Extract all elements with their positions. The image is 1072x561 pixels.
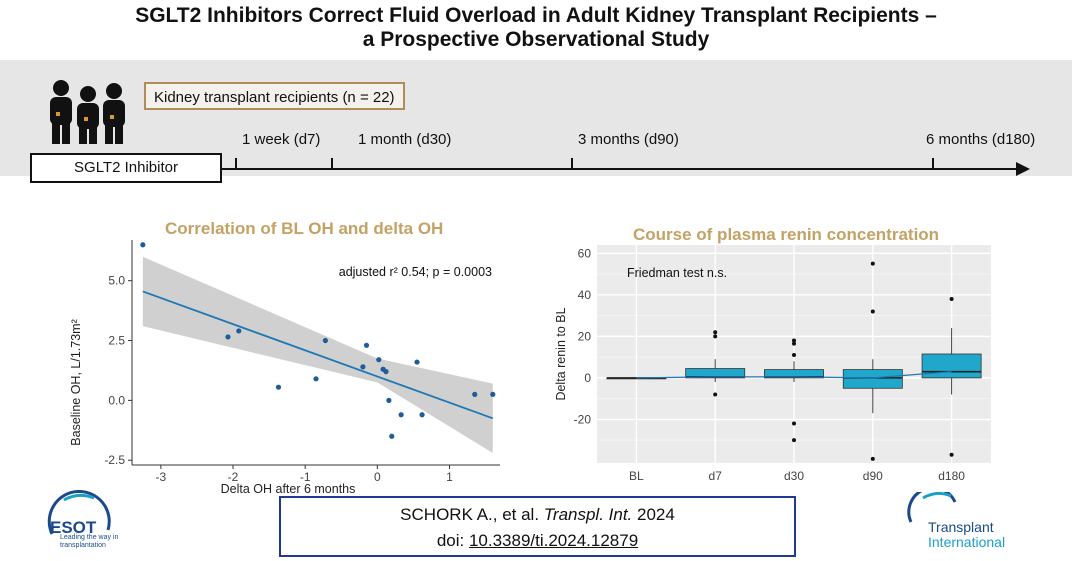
regression-line bbox=[142, 290, 494, 420]
x-tick-label: 1 bbox=[446, 470, 453, 484]
boxplot-chart-title: Course of plasma renin concentration bbox=[633, 225, 940, 244]
outlier bbox=[949, 452, 954, 457]
data-point bbox=[225, 334, 231, 340]
esot-logo-text: ESOT bbox=[50, 518, 97, 537]
outlier bbox=[792, 438, 796, 443]
data-point bbox=[383, 369, 389, 375]
y-tick-label: 40 bbox=[578, 288, 592, 302]
data-point bbox=[472, 391, 478, 397]
timeline-tick bbox=[331, 158, 333, 170]
y-tick-label: 2.5 bbox=[108, 334, 125, 348]
data-point bbox=[398, 412, 404, 418]
outlier bbox=[713, 330, 718, 335]
ti-line2: International bbox=[928, 534, 1006, 550]
page-title-line2: a Prospective Observational Study bbox=[362, 28, 710, 51]
cohort-label: Kidney transplant recipients (n = 22) bbox=[144, 82, 405, 110]
timeline-label-d30: 1 month (d30) bbox=[358, 131, 452, 148]
citation-box: SCHORK A., et al. Transpl. Int. 2024 doi… bbox=[279, 496, 796, 557]
y-tick-label: 20 bbox=[578, 329, 592, 343]
boxplot-chart: -20 0 20 40 60 BL d7 d30 d90 d180 Friedman test n.… bbox=[554, 245, 991, 483]
timeline-axis bbox=[222, 168, 1020, 170]
x-tick-label: -1 bbox=[300, 470, 311, 484]
data-point bbox=[414, 359, 420, 365]
y-tick-label: -2.5 bbox=[104, 453, 125, 467]
timeline-arrow-icon bbox=[1016, 162, 1030, 176]
outlier bbox=[792, 341, 796, 346]
outlier bbox=[870, 261, 875, 266]
data-point bbox=[419, 412, 425, 418]
box bbox=[921, 353, 982, 379]
y-axis-label: Delta renin to BL bbox=[554, 307, 568, 400]
timeline-tick bbox=[571, 158, 573, 170]
x-tick-label: d30 bbox=[784, 469, 804, 483]
citation-journal: Transpl. Int. bbox=[543, 505, 633, 524]
data-point bbox=[376, 357, 382, 363]
y-tick-label: 0 bbox=[584, 371, 591, 385]
data-point bbox=[322, 337, 328, 344]
timeline-label-d7: 1 week (d7) bbox=[242, 131, 321, 148]
citation-year: 2024 bbox=[632, 505, 675, 524]
transplant-international-logo-icon bbox=[907, 492, 957, 523]
outlier bbox=[792, 421, 796, 426]
outlier bbox=[870, 309, 875, 314]
doi-prefix: doi: bbox=[436, 531, 469, 550]
outlier bbox=[713, 334, 718, 339]
y-tick-label: 0.0 bbox=[108, 393, 125, 407]
x-tick-label: 0 bbox=[374, 470, 381, 484]
data-point bbox=[386, 397, 392, 403]
esot-logo-icon bbox=[47, 490, 111, 535]
x-tick-label: d180 bbox=[938, 469, 965, 483]
x-tick-label: BL bbox=[629, 469, 644, 483]
transplant-international-logo-text: Transplant International bbox=[928, 520, 1005, 550]
y-tick-label: 60 bbox=[578, 246, 592, 260]
y-axis-label: Baseline OH, L/1.73m² bbox=[69, 319, 83, 445]
box bbox=[764, 369, 824, 379]
y-tick-label: -20 bbox=[574, 412, 592, 426]
page-title-line1: SGLT2 Inhibitors Correct Fluid Overload … bbox=[135, 4, 937, 27]
x-tick-label: d90 bbox=[863, 469, 883, 483]
data-point bbox=[363, 342, 370, 348]
timeline-tick bbox=[932, 158, 934, 170]
timeline-label-d90: 3 months (d90) bbox=[578, 131, 679, 148]
data-point bbox=[313, 376, 319, 382]
outlier bbox=[713, 392, 718, 397]
box bbox=[842, 369, 903, 389]
outlier bbox=[870, 456, 875, 461]
correlation-annotation: adjusted r² 0.54; p = 0.0003 bbox=[339, 265, 492, 279]
data-point bbox=[389, 433, 395, 439]
outlier bbox=[792, 338, 796, 343]
citation-authors: SCHORK A., et al. bbox=[400, 505, 544, 524]
median-trend-line bbox=[636, 371, 952, 379]
outlier bbox=[949, 296, 954, 301]
outlier bbox=[792, 353, 796, 358]
y-tick-label: 5.0 bbox=[108, 274, 125, 288]
data-point bbox=[360, 364, 366, 370]
timeline-tick bbox=[235, 158, 237, 170]
x-tick-label: -2 bbox=[228, 470, 239, 484]
x-axis-label: Delta OH after 6 months bbox=[221, 482, 356, 495]
friedman-annotation: Friedman test n.s. bbox=[627, 266, 727, 280]
ti-line1: Transplant bbox=[928, 519, 994, 535]
data-point bbox=[275, 384, 282, 390]
doi-link[interactable]: 10.3389/ti.2024.12879 bbox=[468, 531, 639, 550]
x-tick-label: d7 bbox=[709, 469, 723, 483]
intervention-box: SGLT2 Inhibitor bbox=[30, 153, 222, 183]
data-point bbox=[140, 242, 146, 248]
x-tick-label: -3 bbox=[156, 470, 167, 484]
box bbox=[685, 368, 746, 379]
esot-tagline: Leading the way in transplantation bbox=[60, 534, 119, 549]
data-point bbox=[236, 328, 242, 334]
scatter-chart: -3 -2 -1 0 1 -2.5 0.0 2.5 5.0 adjusted r² 0.54; p… bbox=[69, 240, 500, 495]
timeline-label-d180: 6 months (d180) bbox=[926, 131, 1036, 148]
data-point bbox=[490, 391, 496, 397]
scatter-chart-title: Correlation of BL OH and delta OH bbox=[165, 219, 444, 238]
patients-icon bbox=[50, 80, 125, 144]
